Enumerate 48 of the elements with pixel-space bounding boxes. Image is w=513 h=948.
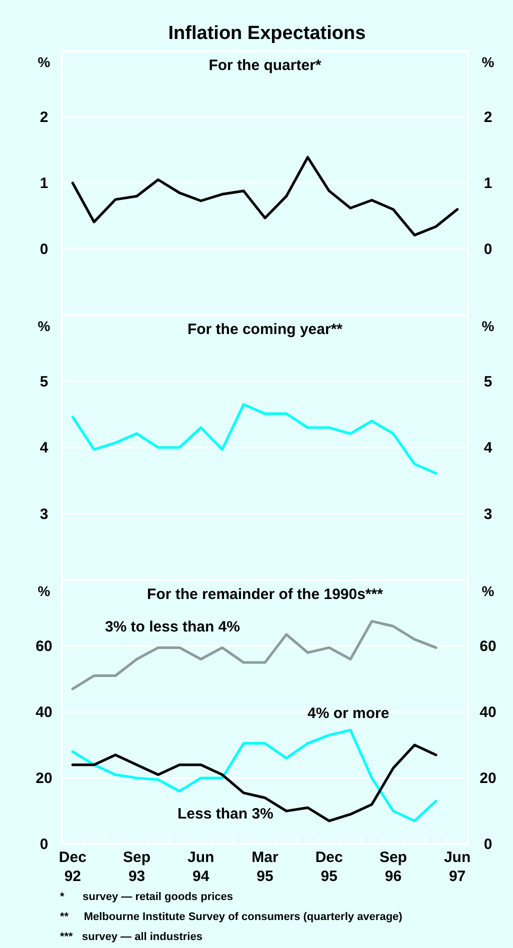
line-series <box>71 403 438 475</box>
y2-tick-label: 0 <box>484 836 492 853</box>
y-axis-title: % <box>38 54 51 70</box>
y-axis-title: % <box>38 318 51 334</box>
x-tick-label: Mar 95 <box>252 849 278 885</box>
y-tick-label: 20 <box>36 770 52 787</box>
y2-tick-label: 4 <box>484 440 493 456</box>
y2-tick-label: 40 <box>480 704 496 721</box>
series-label: 3% to less than 4% <box>104 618 240 636</box>
series-label: 4% or more <box>307 705 390 722</box>
x-tick-label: Dec 92 <box>58 849 86 885</box>
x-tick-label: Sep 93 <box>123 849 151 885</box>
y2-axis-title: % <box>482 54 495 70</box>
chart-title: For the coming year** <box>187 321 343 338</box>
x-tick-label: Sep 96 <box>379 849 407 885</box>
y-tick-label: 2 <box>40 109 48 126</box>
x-tick-label: Dec 95 <box>315 849 343 885</box>
y2-tick-label: 20 <box>480 770 496 787</box>
y-tick-label: 0 <box>40 836 48 853</box>
y2-tick-label: 3 <box>484 506 492 523</box>
y-axis-title: % <box>38 583 51 599</box>
y2-axis-title: % <box>482 318 495 334</box>
line-series <box>71 156 459 236</box>
text: ** Melbourne Institute Survey of consumers (quarterly average) <box>60 911 403 923</box>
y2-tick-label: 0 <box>484 241 492 258</box>
line-series <box>71 744 438 822</box>
chart-title: For the remainder of the 1990s*** <box>147 586 384 603</box>
text: *** survey — all industries <box>60 931 202 943</box>
y-tick-label: 60 <box>36 638 52 655</box>
y-tick-label: 0 <box>40 241 48 258</box>
y-tick-label: 4 <box>40 440 49 456</box>
y2-tick-label: 60 <box>480 638 496 655</box>
y-tick-label: 40 <box>36 704 52 721</box>
y2-tick-label: 1 <box>484 175 492 192</box>
y-tick-label: 3 <box>40 506 48 523</box>
y-tick-label: 5 <box>40 373 48 390</box>
y2-axis-title: % <box>482 583 495 599</box>
x-tick-label: Jun 97 <box>444 849 471 885</box>
x-tick-label: Jun 94 <box>188 849 214 885</box>
y2-tick-label: 5 <box>484 373 492 390</box>
chart-subtitle: For the quarter* <box>208 57 322 74</box>
line-series <box>71 728 438 822</box>
y2-tick-label: 2 <box>484 109 492 126</box>
line-series <box>71 620 438 690</box>
chart-title: Inflation Expectations <box>168 23 366 44</box>
y-tick-label: 1 <box>40 175 48 192</box>
series-label: Less than 3% <box>178 806 274 823</box>
text: * survey — retail goods prices <box>60 891 234 903</box>
